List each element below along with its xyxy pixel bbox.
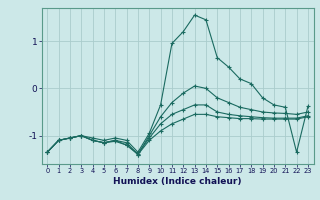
X-axis label: Humidex (Indice chaleur): Humidex (Indice chaleur): [113, 177, 242, 186]
